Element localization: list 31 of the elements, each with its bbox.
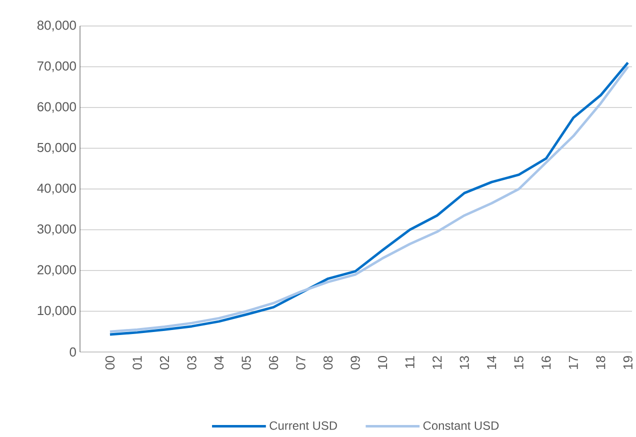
x-tick-label: 00: [105, 356, 115, 370]
x-tick-label: 05: [242, 356, 251, 370]
x-tick-label: 02: [160, 356, 170, 370]
x-tick-label: 09: [350, 356, 360, 370]
x-tick-label: 18: [596, 356, 606, 369]
y-tick-label: 10,000: [38, 306, 76, 317]
x-tick-label: 16: [542, 356, 551, 369]
x-tick-label: 08: [323, 356, 333, 370]
y-tick-label: 40,000: [37, 184, 76, 194]
x-tick-label: 19: [623, 356, 632, 369]
y-tick-label: 80,000: [37, 20, 76, 32]
y-tick-label: 50,000: [37, 142, 76, 154]
x-tick-label: 10: [378, 356, 388, 369]
x-tick-label: 12: [432, 356, 442, 369]
x-tick-label: 04: [214, 356, 224, 370]
x-tick-label: 03: [187, 356, 196, 370]
legend-label: Constant USD: [423, 421, 499, 430]
x-tick-label: 13: [460, 356, 469, 369]
y-tick-label: 0: [70, 347, 76, 357]
x-tick-label: 06: [268, 356, 278, 370]
x-tick-label: 15: [514, 356, 524, 369]
y-tick-label: 60,000: [38, 102, 76, 113]
y-tick-label: 20,000: [38, 265, 76, 276]
x-tick-label: 17: [568, 356, 578, 369]
legend-label: Current USD: [270, 421, 337, 430]
x-tick-label: 14: [487, 356, 496, 369]
x-tick-label: 07: [296, 356, 306, 370]
y-tick-label: 30,000: [37, 224, 76, 236]
x-tick-label: 01: [132, 356, 142, 370]
x-tick-label: 11: [405, 356, 414, 368]
y-tick-label: 70,000: [38, 61, 76, 72]
